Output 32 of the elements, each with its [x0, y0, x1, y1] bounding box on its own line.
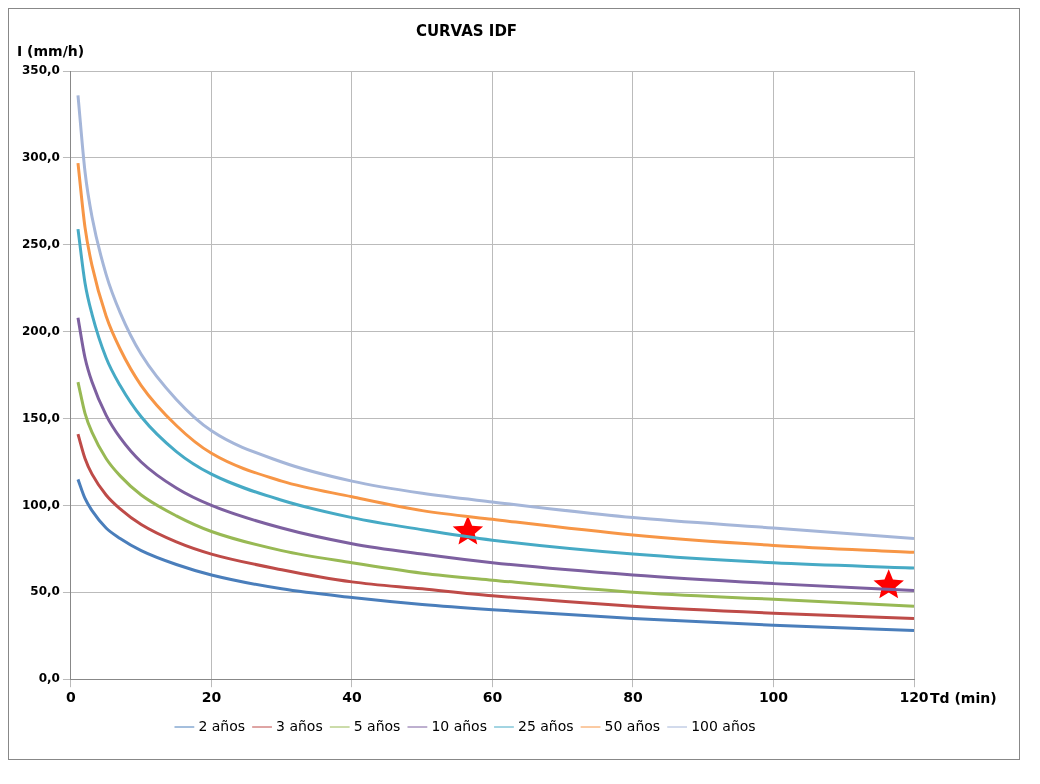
legend-label: 50 años — [604, 717, 661, 734]
line-series — [76, 432, 914, 620]
x-tick-label: 40 — [342, 689, 362, 706]
line-series — [76, 477, 914, 633]
x-tick-label: 80 — [623, 689, 643, 706]
y-tick-label: 50,0 — [30, 584, 60, 599]
line-series — [76, 380, 914, 608]
x-tick-label: 100 — [758, 689, 789, 706]
y-tick-label: 200,0 — [21, 323, 60, 338]
line-series — [76, 316, 914, 593]
legend-label: 25 años — [517, 717, 574, 734]
y-tick-label: 0,0 — [38, 671, 60, 686]
line-series — [76, 161, 914, 554]
x-axis-title: Td (min) — [930, 689, 997, 706]
legend-label: 100 años — [691, 717, 756, 734]
y-tick-label: 300,0 — [21, 150, 60, 165]
x-tick-label: 20 — [201, 689, 222, 706]
y-tick-label: 100,0 — [21, 497, 60, 512]
y-axis-title: I (mm/h) — [17, 42, 85, 59]
legend-label: 10 años — [431, 717, 487, 734]
legend-label: 2 años — [198, 717, 246, 734]
y-tick-label: 350,0 — [21, 63, 60, 78]
line-series — [76, 93, 914, 540]
x-tick-label: 120 — [899, 689, 929, 706]
line-series — [76, 227, 914, 570]
y-tick-label: 150,0 — [21, 410, 60, 425]
chart-title: CURVAS IDF — [415, 21, 518, 40]
legend-label: 5 años — [353, 717, 401, 734]
x-tick-label: 0 — [66, 689, 77, 706]
y-tick-label: 250,0 — [21, 236, 60, 251]
x-tick-label: 60 — [482, 689, 503, 706]
legend-label: 3 años — [276, 717, 323, 734]
